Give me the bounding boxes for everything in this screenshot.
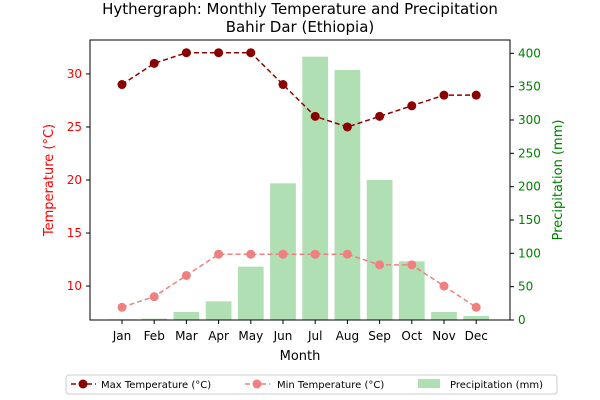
min-temp-point-jul — [310, 249, 320, 259]
y-left-tick-label-30: 30 — [67, 67, 82, 81]
min-temp-point-nov — [439, 281, 449, 291]
precip-bar-jul — [302, 56, 329, 321]
max-temp-point-sep — [375, 111, 385, 121]
y-right-tick-label-150: 150 — [518, 213, 541, 227]
max-temp-point-jun — [278, 80, 288, 90]
precipitation-bars — [109, 56, 490, 321]
legend: Max Temperature (°C) Min Temperature (°C… — [65, 374, 558, 395]
legend-precip-label: Precipitation (mm) — [450, 380, 543, 391]
max-temp-point-oct — [407, 101, 417, 111]
max-temp-point-nov — [439, 90, 449, 100]
x-tick-label-jan: Jan — [112, 329, 132, 343]
temperature-lines — [117, 48, 481, 312]
x-tick-label-sep: Sep — [368, 329, 391, 343]
precip-bar-feb — [141, 318, 168, 320]
precip-bar-mar — [173, 312, 200, 320]
min-temp-point-jan — [117, 302, 127, 312]
y-axis-right-label: Precipitation (mm) — [551, 120, 566, 241]
precip-bar-aug — [334, 70, 361, 320]
y-right-tick-label-200: 200 — [518, 180, 541, 194]
max-temp-line — [121, 51, 477, 128]
y-right-tick-label-300: 300 — [518, 113, 541, 127]
y-left-tick-label-15: 15 — [67, 226, 82, 240]
precip-bar-dec — [463, 316, 490, 320]
legend-min-temp-label: Min Temperature (°C) — [277, 380, 384, 391]
max-temp-point-jul — [310, 111, 320, 121]
max-temp-point-aug — [342, 122, 352, 132]
min-temp-line — [121, 253, 477, 308]
min-temp-point-oct — [407, 260, 417, 270]
min-temp-point-apr — [214, 249, 224, 259]
x-tick-label-jul: Jul — [307, 329, 322, 343]
min-temp-point-aug — [342, 249, 352, 259]
y-right-tick-label-100: 100 — [518, 246, 541, 260]
x-axis-label: Month — [280, 349, 321, 364]
precip-bar-sep — [366, 180, 393, 320]
x-tick-label-oct: Oct — [401, 329, 422, 343]
chart-subtitle: Bahir Dar (Ethiopia) — [226, 18, 375, 36]
y-right-tick-label-250: 250 — [518, 146, 541, 160]
y-left-tick-label-10: 10 — [67, 279, 82, 293]
max-temp-point-may — [246, 48, 256, 58]
legend-precip-swatch — [418, 379, 440, 388]
x-tick-label-dec: Dec — [465, 329, 488, 343]
precip-bar-apr — [205, 301, 232, 320]
y-right-tick-label-400: 400 — [518, 46, 541, 60]
min-temp-point-sep — [375, 260, 385, 270]
legend-min-temp-marker — [252, 379, 262, 389]
x-tick-label-apr: Apr — [208, 329, 229, 343]
min-temp-point-may — [246, 249, 256, 259]
x-tick-label-may: May — [238, 329, 263, 343]
y-left-tick-label-25: 25 — [67, 120, 82, 134]
y-right-tick-label-50: 50 — [518, 280, 533, 294]
x-tick-label-jun: Jun — [273, 329, 293, 343]
legend-max-temp-label: Max Temperature (°C) — [101, 380, 211, 391]
min-temp-point-dec — [471, 302, 481, 312]
max-temp-point-feb — [149, 58, 159, 68]
min-temp-point-feb — [149, 292, 159, 302]
plot-frame — [89, 39, 511, 321]
y-right-tick-label-0: 0 — [518, 313, 526, 327]
x-tick-label-nov: Nov — [432, 329, 455, 343]
y-right-tick-label-350: 350 — [518, 80, 541, 94]
legend-box — [65, 374, 558, 395]
max-temp-point-mar — [181, 48, 191, 58]
y-left-tick-label-20: 20 — [67, 173, 82, 187]
precip-bar-nov — [431, 312, 457, 320]
x-tick-label-feb: Feb — [144, 329, 165, 343]
min-temp-point-jun — [278, 249, 288, 259]
x-tick-label-aug: Aug — [336, 329, 359, 343]
chart-title: Hythergraph: Monthly Temperature and Pre… — [102, 0, 498, 18]
max-temp-point-jan — [117, 80, 127, 90]
precip-bar-may — [237, 266, 264, 320]
min-temp-point-mar — [181, 270, 191, 280]
y-axis-left-label: Temperature (°C) — [42, 124, 57, 237]
max-temp-point-apr — [214, 48, 224, 58]
x-tick-label-mar: Mar — [175, 329, 198, 343]
max-temp-point-dec — [471, 90, 481, 100]
legend-max-temp-marker — [78, 379, 88, 389]
